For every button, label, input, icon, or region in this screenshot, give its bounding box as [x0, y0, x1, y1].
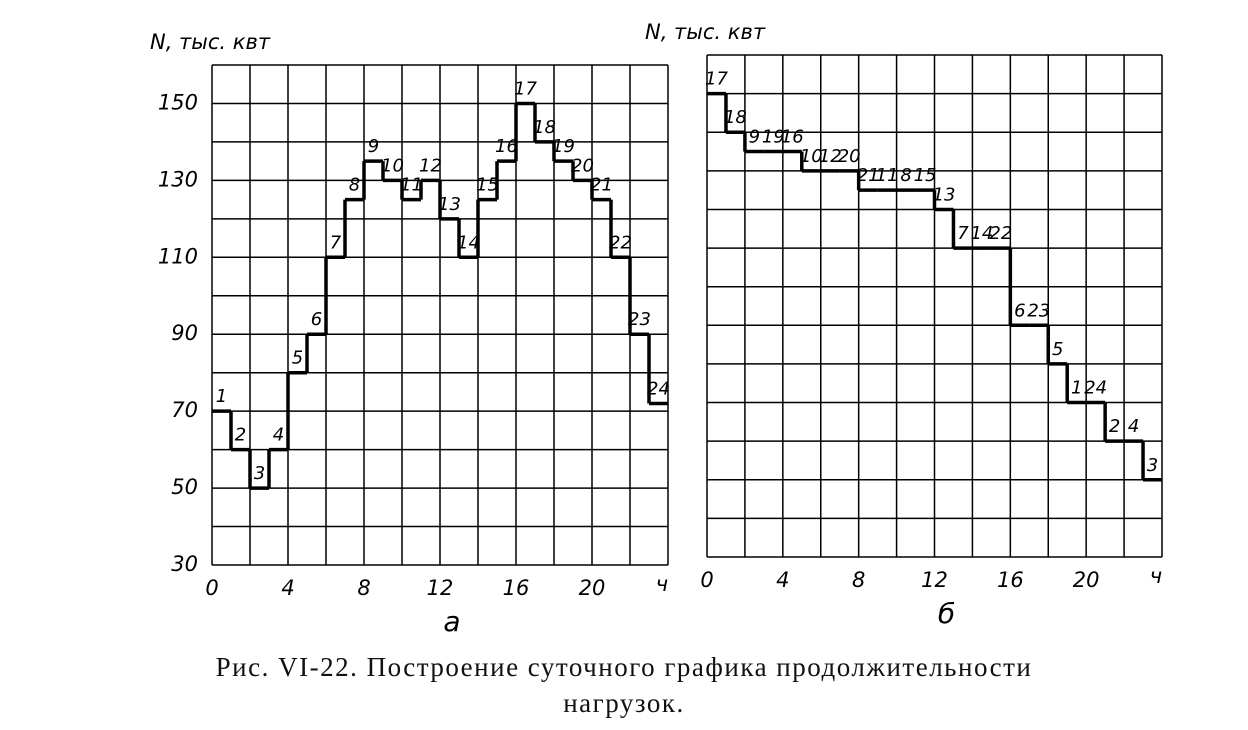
step-label: 16 — [495, 136, 518, 157]
step-label: 21 — [590, 175, 613, 196]
step-label: 21 — [857, 165, 880, 186]
step-label: 15 — [476, 175, 499, 196]
step-label: 11 — [876, 165, 899, 186]
step-label: 22 — [609, 232, 632, 253]
x-tick-label: 16 — [997, 568, 1024, 592]
y-tick-label: 110 — [158, 244, 198, 268]
step-label: 9 — [749, 127, 760, 148]
step-label: 1 — [1071, 378, 1082, 399]
step-label: 6 — [1014, 300, 1025, 321]
step-label: 2 — [1109, 416, 1120, 437]
step-label: 6 — [311, 309, 322, 330]
step-label: 10 — [381, 155, 404, 176]
x-tick-label: 8 — [852, 568, 865, 592]
caption-line: нагрузок. — [563, 688, 685, 718]
y-tick-label: 90 — [171, 321, 198, 345]
x-tick-label: 0 — [700, 568, 713, 592]
y-tick-label: 150 — [158, 90, 198, 114]
step-label: 4 — [273, 425, 284, 446]
step-label: 19 — [762, 127, 785, 148]
step-label: 13 — [933, 184, 956, 205]
chart-subtitle: б — [938, 597, 955, 630]
step-label: 13 — [438, 194, 461, 215]
x-tick-label: 20 — [579, 576, 606, 600]
step-label: 18 — [533, 117, 556, 138]
step-label: 5 — [1052, 339, 1063, 360]
step-label: 14 — [457, 232, 480, 253]
step-label: 8 — [349, 175, 360, 196]
step-label: 19 — [552, 136, 575, 157]
y-tick-label: 130 — [158, 167, 198, 191]
x-tick-label: 8 — [357, 576, 370, 600]
step-label: 3 — [1147, 455, 1158, 476]
step-label: 1 — [216, 386, 227, 407]
y-tick-label: 50 — [171, 475, 198, 499]
step-label: 15 — [914, 165, 937, 186]
step-label: 23 — [1027, 300, 1050, 321]
step-label: 9 — [368, 136, 379, 157]
step-label: 3 — [254, 463, 265, 484]
step-label: 4 — [1128, 416, 1139, 437]
step-label: 17 — [514, 78, 537, 99]
x-tick-label: 12 — [921, 568, 948, 592]
step-label: 8 — [900, 165, 911, 186]
chart-subtitle: а — [443, 605, 460, 638]
step-label: 11 — [400, 175, 423, 196]
step-label: 18 — [724, 107, 747, 128]
step-label: 17 — [705, 69, 728, 90]
y-tick-label: 70 — [171, 398, 198, 422]
y-axis-label: N, тыс. квт — [150, 30, 271, 54]
step-label: 14 — [970, 223, 993, 244]
step-label: 20 — [838, 146, 861, 167]
x-tick-label: 20 — [1073, 568, 1100, 592]
step-label: 10 — [800, 146, 823, 167]
x-tick-label: 16 — [503, 576, 530, 600]
step-label: 7 — [957, 223, 969, 244]
step-label: 22 — [989, 223, 1012, 244]
x-tick-label: 4 — [281, 576, 294, 600]
step-label: 24 — [647, 378, 670, 399]
step-label: 20 — [571, 155, 594, 176]
step-label: 2 — [235, 425, 246, 446]
step-label: 12 — [419, 155, 442, 176]
step-label: 12 — [819, 146, 842, 167]
step-label: 24 — [1084, 378, 1107, 399]
step-label: 5 — [292, 348, 303, 369]
y-tick-label: 30 — [171, 552, 198, 576]
x-axis-label: ч — [1150, 564, 1162, 588]
step-label: 16 — [781, 127, 804, 148]
x-axis-label: ч — [656, 572, 668, 596]
step-label: 7 — [330, 232, 342, 253]
y-axis-label: N, тыс. квт — [645, 20, 766, 44]
x-tick-label: 0 — [205, 576, 218, 600]
caption-line: Рис. VI-22. Построение суточного графика… — [215, 652, 1033, 682]
x-tick-label: 12 — [427, 576, 454, 600]
x-tick-label: 4 — [776, 568, 789, 592]
step-label: 23 — [628, 309, 651, 330]
